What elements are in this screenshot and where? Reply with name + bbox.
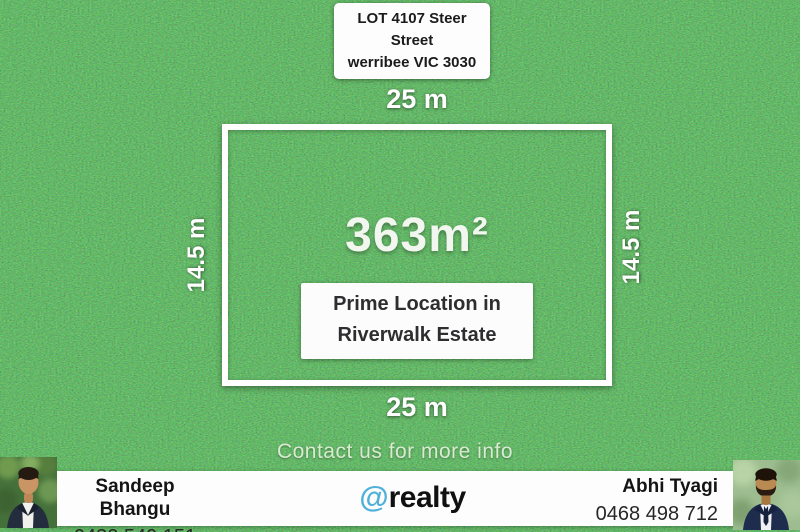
male-agent-portrait-icon bbox=[0, 457, 57, 528]
male-agent-portrait-icon bbox=[733, 460, 800, 530]
agent-photo-left bbox=[0, 457, 57, 528]
tagline-line1: Prime Location in bbox=[333, 293, 501, 315]
contact-cta: Contact us for more info bbox=[276, 440, 514, 463]
right-depth-label: 14.5 m bbox=[618, 209, 645, 285]
address-box: LOT 4107 Steer Street werribee VIC 3030 bbox=[334, 3, 490, 80]
tagline-line2: Riverwalk Estate bbox=[337, 324, 497, 346]
agent-left-phone: 0432 549 151 bbox=[60, 526, 210, 532]
agent-left-info: Sandeep Bhangu 0432 549 151 bbox=[60, 476, 210, 532]
agent-photo-right bbox=[733, 460, 800, 530]
top-width-label: 25 m bbox=[386, 84, 448, 114]
realty-logo-at-icon: @ bbox=[359, 481, 389, 514]
agent-right-phone: 0468 498 712 bbox=[595, 502, 718, 525]
agent-right-info: Abhi Tyagi 0468 498 712 bbox=[560, 476, 718, 526]
lot-area-label: 363m² bbox=[345, 209, 489, 262]
address-line1: LOT 4107 Steer Street bbox=[357, 10, 467, 49]
realty-logo: @realty bbox=[330, 479, 495, 517]
tagline-box: Prime Location in Riverwalk Estate bbox=[301, 283, 533, 359]
realty-logo-name: realty bbox=[388, 481, 467, 514]
address-line2: werribee VIC 3030 bbox=[347, 53, 477, 71]
agent-right-name: Abhi Tyagi bbox=[622, 476, 718, 497]
agent-left-name: Sandeep Bhangu bbox=[95, 476, 175, 520]
bottom-width-label: 25 m bbox=[386, 392, 448, 422]
footer-bar bbox=[0, 471, 800, 526]
left-depth-label: 14.5 m bbox=[183, 217, 210, 293]
lot-boundary-outline bbox=[222, 124, 612, 386]
